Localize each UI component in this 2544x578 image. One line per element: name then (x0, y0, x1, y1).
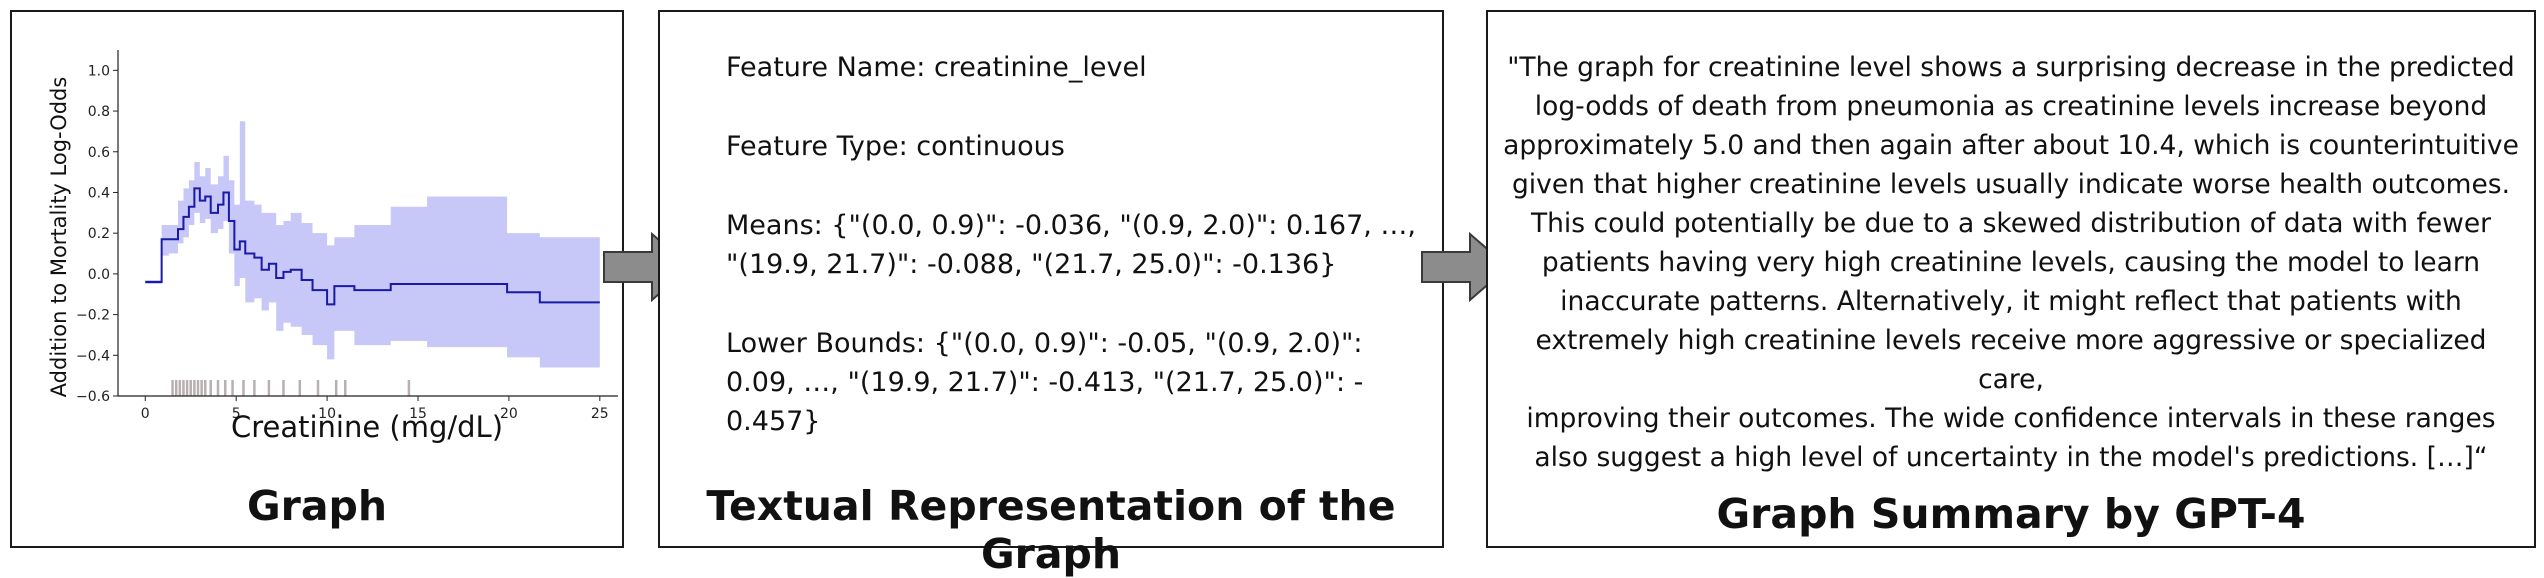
feature-name-line: Feature Name: creatinine_level (726, 52, 1147, 83)
y-tick-label: −0.4 (76, 348, 110, 364)
y-tick-label: 0.6 (88, 145, 110, 161)
graph-summary-caption: Graph Summary by GPT-4 (1716, 490, 2306, 538)
summary-line: given that higher creatinine levels usua… (1511, 169, 2511, 200)
lower-bounds-text-3: 0.457} (726, 406, 821, 437)
textual-representation-caption: Textual Representation of the Graph (706, 482, 1396, 578)
textual-representation-panel: Feature Name: creatinine_level Feature T… (658, 10, 1444, 578)
x-tick-label: 25 (591, 406, 609, 422)
summary-line: log-odds of death from pneumonia as crea… (1534, 91, 2488, 122)
graph-summary-body: "The graph for creatinine level shows a … (1488, 48, 2534, 477)
means-text-2: "(19.9, 21.7)": -0.088, "(21.7, 25.0)": … (726, 249, 1337, 280)
x-axis-label: Creatinine (mg/dL) (231, 410, 503, 444)
summary-line: improving their outcomes. The wide confi… (1526, 403, 2496, 434)
summary-line: extremely high creatinine levels receive… (1535, 325, 2487, 395)
means-text-1: Means: {"(0.0, 0.9)": -0.036, "(0.9, 2.0… (726, 210, 1416, 241)
x-tick-label: 10 (318, 406, 336, 422)
x-tick-label: 15 (409, 406, 427, 422)
means-line: Means: {"(0.0, 0.9)": -0.036, "(0.9, 2.0… (726, 206, 1426, 284)
y-tick-label: −0.6 (76, 389, 110, 405)
graph-caption: Graph (246, 482, 388, 530)
creatinine-shape-function-chart: −0.6 −0.4 −0.2 0.0 0.2 0.4 0.6 0.8 1.0 0 5 10 15 20 25… (47, 50, 618, 444)
graph-panel: −0.6 −0.4 −0.2 0.0 0.2 0.4 0.6 0.8 1.0 0 5 10 15 20 25… (10, 10, 624, 548)
x-tick-label: 20 (500, 406, 518, 422)
summary-line: patients having very high creatinine lev… (1541, 247, 2481, 278)
textual-representation-body: Feature Name: creatinine_level Feature T… (726, 48, 1426, 481)
y-tick-label: 0.2 (88, 226, 110, 242)
lower-bounds-text-1: Lower Bounds: {"(0.0, 0.9)": -0.05, "(0.… (726, 328, 1363, 359)
summary-line: This could potentially be due to a skewe… (1530, 208, 2492, 239)
y-tick-label: 0.8 (88, 104, 110, 120)
summary-line: also suggest a high level of uncertainty… (1534, 442, 2488, 473)
summary-line: "The graph for creatinine level shows a … (1507, 52, 2515, 83)
graph-summary-panel: "The graph for creatinine level shows a … (1486, 10, 2536, 548)
summary-line: approximately 5.0 and then again after a… (1503, 130, 2519, 161)
y-tick-label: 1.0 (88, 63, 110, 79)
x-tick-label: 0 (141, 406, 150, 422)
y-axis-label: Addition to Mortality Log-Odds (47, 77, 71, 398)
lower-bounds-text-2: 0.09, …, "(19.9, 21.7)": -0.413, "(21.7,… (726, 367, 1364, 398)
lower-bounds-line: Lower Bounds: {"(0.0, 0.9)": -0.05, "(0.… (726, 324, 1426, 441)
summary-line: inaccurate patterns. Alternatively, it m… (1560, 286, 2462, 317)
feature-type-line: Feature Type: continuous (726, 131, 1065, 162)
x-tick-label: 5 (232, 406, 241, 422)
y-tick-label: 0.0 (88, 267, 110, 283)
confidence-band (145, 121, 600, 368)
y-tick-label: −0.2 (76, 308, 110, 324)
mean-step-line (145, 187, 600, 306)
y-tick-label: 0.4 (88, 185, 110, 201)
